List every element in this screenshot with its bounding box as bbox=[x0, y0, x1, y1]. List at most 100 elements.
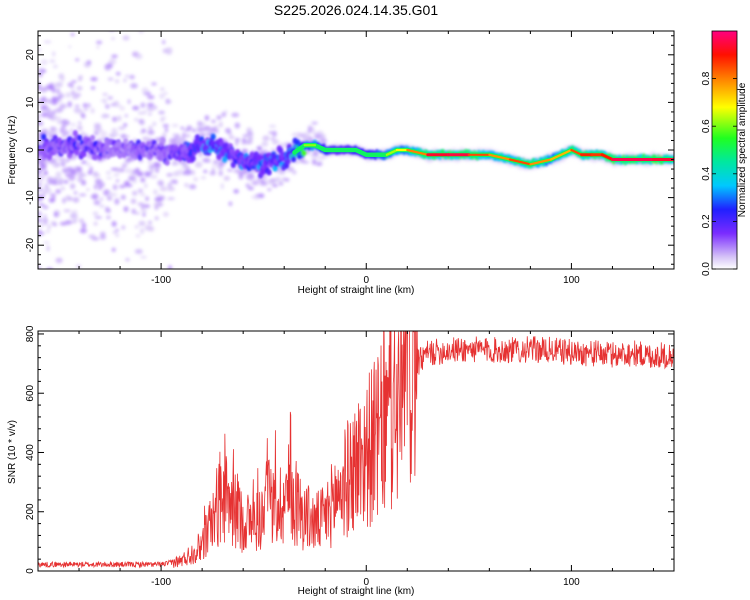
heatmap-cell bbox=[307, 135, 312, 139]
heatmap-cell bbox=[81, 160, 87, 164]
spectrogram-ytick-label: 10 bbox=[25, 96, 36, 108]
spectrogram-xtick-label: -100 bbox=[151, 275, 171, 286]
heatmap-cell bbox=[194, 134, 200, 141]
heatmap-cell bbox=[89, 166, 93, 172]
heatmap-cell bbox=[261, 141, 269, 147]
heatmap-cell bbox=[81, 150, 87, 158]
heatmap-cell bbox=[46, 98, 51, 104]
heatmap-cell bbox=[59, 103, 67, 109]
heatmap-cell bbox=[100, 114, 107, 119]
heatmap-cell bbox=[38, 193, 43, 198]
heatmap-cell bbox=[197, 127, 206, 132]
heatmap-cell bbox=[99, 130, 108, 138]
heatmap-cell bbox=[140, 256, 147, 259]
heatmap-cell bbox=[123, 138, 129, 145]
heatmap-cell bbox=[165, 47, 173, 54]
heatmap-cell bbox=[38, 82, 41, 89]
heatmap-cell bbox=[84, 107, 88, 111]
ridge-segment bbox=[600, 153, 614, 161]
heatmap-cell bbox=[140, 227, 145, 235]
heatmap-cell bbox=[132, 190, 138, 196]
heatmap-cell bbox=[38, 169, 42, 173]
heatmap-cell bbox=[111, 127, 118, 135]
snr-ytick-label: 800 bbox=[25, 325, 36, 342]
heatmap-cell bbox=[74, 93, 82, 97]
heatmap-cell bbox=[118, 126, 126, 130]
heatmap-cell bbox=[112, 184, 118, 191]
ridge-segment bbox=[549, 148, 573, 161]
heatmap-cell bbox=[140, 177, 146, 183]
snr-xtick-label: 0 bbox=[363, 577, 369, 588]
heatmap-cell bbox=[152, 121, 157, 127]
heatmap-cell bbox=[81, 113, 85, 118]
heatmap-cell bbox=[132, 179, 138, 184]
heatmap-cell bbox=[38, 210, 42, 216]
heatmap-cell bbox=[60, 135, 66, 139]
heatmap-cell bbox=[105, 104, 110, 109]
heatmap-cell bbox=[106, 176, 113, 180]
colorbar-tick-label: 0.4 bbox=[701, 166, 712, 180]
heatmap-cell bbox=[42, 205, 49, 210]
spectrogram-ytick-label: -20 bbox=[25, 238, 36, 253]
heatmap-cell bbox=[67, 82, 74, 88]
heatmap-cell bbox=[191, 169, 196, 176]
ridge-segment bbox=[385, 148, 399, 156]
heatmap-cell bbox=[147, 130, 155, 135]
heatmap-cell bbox=[68, 197, 73, 201]
heatmap-cell bbox=[81, 173, 87, 177]
heatmap-cell bbox=[182, 132, 186, 139]
heatmap-cell bbox=[41, 174, 45, 179]
heatmap-cell bbox=[163, 91, 168, 95]
heatmap-cell bbox=[111, 247, 116, 252]
heatmap-cell bbox=[135, 234, 141, 238]
heatmap-cell bbox=[193, 177, 199, 182]
heatmap-cell bbox=[41, 69, 47, 73]
heatmap-cell bbox=[38, 218, 42, 223]
ridge-segment bbox=[508, 158, 532, 166]
heatmap-cell bbox=[40, 59, 48, 66]
heatmap-cell bbox=[112, 116, 118, 123]
heatmap-cell bbox=[203, 169, 208, 174]
heatmap-cell bbox=[95, 128, 103, 132]
heatmap-cell bbox=[262, 135, 270, 141]
heatmap-cell bbox=[142, 204, 151, 209]
heatmap-cell bbox=[115, 229, 119, 232]
heatmap-cell bbox=[127, 99, 131, 105]
heatmap-cell bbox=[171, 161, 176, 166]
snr-ytick-label: 0 bbox=[25, 568, 36, 574]
heatmap-cell bbox=[129, 74, 135, 80]
snr-frame bbox=[37, 330, 675, 572]
heatmap-cell bbox=[162, 40, 166, 45]
heatmap-cell bbox=[251, 180, 260, 186]
heatmap-cell bbox=[42, 152, 48, 159]
heatmap-cell bbox=[211, 167, 215, 174]
spectrogram-image bbox=[38, 31, 674, 269]
heatmap-cell bbox=[112, 133, 120, 136]
heatmap-cell bbox=[319, 134, 326, 139]
heatmap-cell bbox=[68, 45, 72, 49]
heatmap-cell bbox=[148, 112, 152, 116]
heatmap-cell bbox=[168, 265, 172, 269]
heatmap-cell bbox=[122, 35, 130, 41]
heatmap-cell bbox=[155, 168, 160, 173]
heatmap-cell bbox=[218, 162, 226, 166]
heatmap-cell bbox=[137, 171, 144, 177]
heatmap-cell bbox=[46, 114, 54, 119]
spectrogram-ytick-label: -10 bbox=[25, 190, 36, 205]
heatmap-cell bbox=[117, 115, 122, 122]
heatmap-cell bbox=[94, 216, 103, 219]
heatmap-cell bbox=[46, 245, 50, 252]
heatmap-cell bbox=[105, 171, 111, 175]
colorbar-frame bbox=[711, 30, 738, 270]
heatmap-cell bbox=[38, 67, 44, 74]
heatmap-cell bbox=[115, 79, 120, 84]
heatmap-cell bbox=[134, 249, 143, 254]
heatmap-cell bbox=[51, 99, 58, 105]
heatmap-cell bbox=[92, 172, 101, 178]
heatmap-cell bbox=[86, 60, 92, 65]
heatmap-cell bbox=[211, 119, 216, 123]
heatmap-cell bbox=[242, 138, 247, 143]
heatmap-cell bbox=[58, 73, 65, 80]
heatmap-cell bbox=[154, 137, 159, 141]
